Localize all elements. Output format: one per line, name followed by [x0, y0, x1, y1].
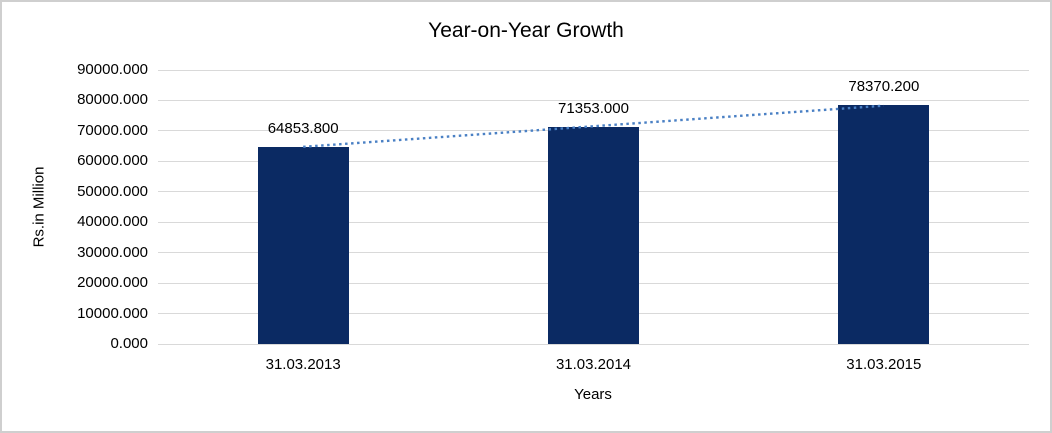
y-axis-title: Rs.in Million	[30, 166, 48, 248]
bar	[257, 146, 349, 344]
x-axis-title: Years	[574, 386, 612, 403]
y-tick-label: 80000.000	[77, 91, 148, 109]
chart-title: Year-on-Year Growth	[428, 19, 624, 42]
gridline	[158, 343, 1029, 345]
plot-area: 64853.800 71353.000 78370.200	[158, 69, 1029, 345]
gridline	[158, 69, 1029, 71]
bar-value-label: 64853.800	[267, 119, 339, 137]
y-tick-label: 0.000	[110, 335, 148, 352]
x-tick-label: 31.03.2015	[846, 356, 922, 373]
y-tick-label: 40000.000	[77, 213, 148, 231]
y-tick-label: 90000.000	[77, 61, 148, 78]
trendline	[303, 104, 884, 149]
bar	[838, 105, 930, 344]
y-tick-label: 10000.000	[77, 304, 148, 322]
y-tick-label: 20000.000	[77, 274, 148, 292]
y-tick-label: 70000.000	[77, 121, 148, 139]
y-tick-label: 30000.000	[77, 243, 148, 261]
x-tick-label: 31.03.2013	[265, 356, 341, 373]
bar	[548, 126, 639, 344]
y-tick-label: 60000.000	[77, 152, 148, 170]
y-tick-label: 50000.000	[77, 182, 148, 200]
gridline	[158, 99, 1029, 101]
bar-value-label: 78370.200	[848, 78, 920, 96]
bar-value-label: 71353.000	[558, 99, 629, 117]
x-tick-label: 31.03.2014	[555, 356, 632, 373]
